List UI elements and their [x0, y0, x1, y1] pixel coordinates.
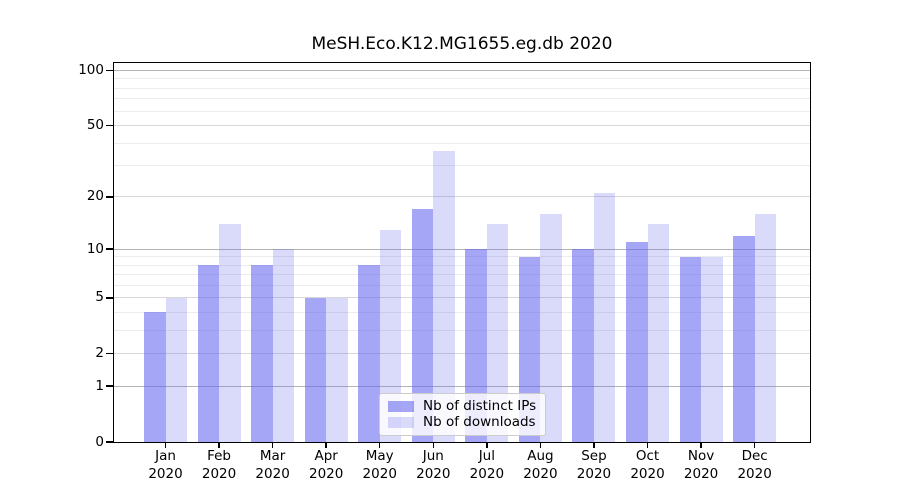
x-tick-label-jun: Jun 2020: [416, 448, 451, 482]
x-tick-label-jan: Jan 2020: [148, 448, 183, 482]
bar-distinct_ips-jun: [411, 209, 434, 442]
legend-swatch-downloads: [388, 417, 414, 428]
gridline-y-1: [114, 385, 810, 387]
bar-distinct_ips-mar: [251, 265, 273, 442]
x-tick-label-aug: Aug 2020: [523, 448, 558, 482]
bar-distinct_ips-apr: [304, 297, 327, 442]
gridline-y-30: [114, 165, 810, 167]
legend-item-distinct-ips: Nb of distinct IPs: [388, 399, 537, 414]
bar-downloads-apr: [326, 297, 348, 442]
gridline-y-9: [114, 256, 810, 258]
y-tick-mark: [106, 196, 113, 198]
y-tick-mark: [106, 69, 113, 72]
bar-downloads-jun: [433, 151, 455, 442]
x-tick-mark-feb: [218, 443, 220, 448]
bar-distinct_ips-dec: [733, 235, 755, 442]
y-tick-mark: [106, 248, 113, 250]
x-tick-mark-apr: [325, 443, 327, 448]
y-tick-mark: [106, 297, 113, 299]
bar-downloads-jul: [486, 224, 509, 442]
legend: Nb of distinct IPs Nb of downloads: [379, 393, 546, 436]
gridline-y-2: [114, 353, 810, 355]
x-tick-mark-nov: [700, 443, 702, 448]
bar-downloads-dec: [754, 214, 777, 442]
bar-downloads-oct: [647, 224, 670, 442]
y-tick-mark: [106, 352, 113, 355]
bar-distinct_ips-oct: [626, 242, 648, 442]
gridline-y-100: [114, 70, 810, 72]
x-tick-label-mar: Mar 2020: [255, 448, 290, 482]
bar-downloads-aug: [540, 214, 562, 442]
y-tick-label-10: 10: [86, 240, 104, 257]
gridline-y-20: [114, 196, 810, 198]
x-tick-label-jul: Jul 2020: [469, 448, 505, 482]
chart-title: MeSH.Eco.K12.MG1655.eg.db 2020: [311, 34, 613, 54]
gridline-y-4: [114, 311, 810, 313]
x-tick-mark-oct: [646, 443, 649, 448]
legend-label-downloads: Nb of downloads: [423, 414, 536, 430]
plot-area: [113, 62, 811, 443]
bar-downloads-mar: [272, 249, 295, 442]
legend-label-distinct-ips: Nb of distinct IPs: [423, 398, 537, 414]
gridline-y-80: [114, 87, 810, 89]
gridline-y-70: [114, 98, 810, 100]
x-tick-label-dec: Dec 2020: [737, 448, 772, 482]
x-tick-label-feb: Feb 2020: [201, 448, 237, 482]
x-tick-mark-jul: [486, 443, 488, 448]
y-tick-mark: [106, 124, 113, 127]
bar-distinct_ips-feb: [197, 265, 220, 442]
y-tick-label-0: 0: [95, 433, 104, 450]
bar-distinct_ips-may: [358, 265, 380, 442]
x-tick-label-apr: Apr 2020: [308, 448, 344, 482]
gridline-y-7: [114, 274, 810, 276]
x-tick-mark-jun: [432, 443, 435, 448]
bar-downloads-nov: [701, 256, 723, 442]
gridline-y-5: [114, 297, 810, 299]
bar-downloads-may: [379, 229, 402, 442]
legend-swatch-distinct-ips: [388, 401, 414, 412]
x-tick-mark-dec: [753, 443, 756, 448]
gridline-y-6: [114, 284, 810, 286]
x-tick-mark-mar: [271, 443, 274, 448]
y-tick-mark: [106, 441, 113, 443]
gridline-y-10: [114, 248, 810, 250]
y-tick-mark: [106, 385, 113, 387]
y-tick-label-50: 50: [86, 117, 104, 134]
bar-downloads-jan: [165, 297, 187, 442]
y-tick-label-5: 5: [95, 289, 104, 306]
bar-downloads-feb: [219, 224, 241, 442]
gridline-y-8: [114, 264, 810, 266]
y-tick-label-100: 100: [78, 62, 104, 79]
bar-distinct_ips-jan: [144, 312, 166, 442]
legend-item-downloads: Nb of downloads: [388, 415, 537, 430]
gridline-y-3: [114, 329, 810, 331]
x-tick-mark-sep: [593, 443, 595, 448]
x-tick-label-may: May 2020: [362, 448, 397, 482]
x-tick-mark-jan: [164, 443, 167, 448]
gridline-y-90: [114, 78, 810, 80]
x-tick-mark-may: [378, 443, 381, 448]
gridline-y-40: [114, 142, 810, 144]
gridline-y-50: [114, 125, 810, 127]
y-tick-label-2: 2: [95, 345, 104, 362]
x-tick-mark-aug: [539, 443, 542, 448]
y-tick-label-20: 20: [86, 188, 104, 205]
bar-distinct_ips-nov: [679, 256, 702, 442]
x-tick-label-nov: Nov 2020: [683, 448, 719, 482]
x-tick-label-oct: Oct 2020: [630, 448, 665, 482]
bar-downloads-sep: [593, 193, 616, 442]
gridline-y-60: [114, 110, 810, 112]
bar-distinct_ips-sep: [572, 249, 594, 442]
y-tick-label-1: 1: [95, 377, 104, 394]
x-tick-label-sep: Sep 2020: [576, 448, 612, 482]
